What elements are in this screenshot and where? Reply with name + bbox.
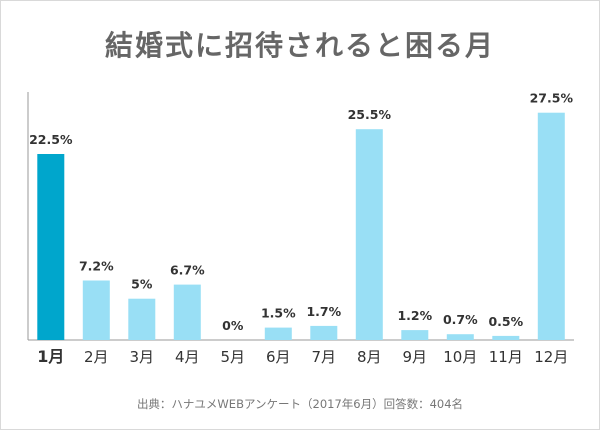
- value-label-8: 25.5%: [348, 107, 392, 122]
- bar-12: [537, 112, 565, 340]
- category-label-12: 12月: [534, 348, 568, 366]
- value-label-1: 22.5%: [29, 132, 73, 147]
- source-note: 出典：ハナユメWEBアンケート（2017年6月）回答数：404名: [136, 397, 464, 411]
- category-label-7: 7月: [312, 348, 337, 366]
- category-label-3: 3月: [130, 348, 155, 366]
- category-label-9: 9月: [403, 348, 428, 366]
- bar-11: [492, 335, 520, 340]
- category-label-1: 1月: [37, 347, 64, 366]
- value-label-4: 6.7%: [170, 263, 205, 278]
- bar-1: [37, 154, 65, 340]
- value-label-12: 27.5%: [530, 91, 574, 106]
- category-label-2: 2月: [84, 348, 109, 366]
- bar-7: [310, 325, 338, 340]
- value-label-2: 7.2%: [79, 259, 114, 274]
- value-label-11: 0.5%: [488, 314, 523, 329]
- bar-3: [128, 298, 156, 340]
- bar-4: [173, 284, 201, 340]
- chart-title: 結婚式に招待されると困る月: [104, 29, 495, 62]
- bar-9: [401, 330, 429, 340]
- value-label-6: 1.5%: [261, 306, 296, 321]
- value-label-10: 0.7%: [443, 312, 478, 327]
- bar-6: [264, 327, 292, 340]
- value-label-3: 5%: [131, 277, 153, 292]
- bar-10: [446, 334, 474, 340]
- category-label-5: 5月: [221, 348, 246, 366]
- bar-2: [82, 280, 110, 340]
- value-label-5: 0%: [222, 318, 244, 333]
- category-label-4: 4月: [175, 348, 200, 366]
- category-label-11: 11月: [489, 348, 523, 366]
- bar-group: 22.5% 1月 7.2% 2月 5% 3月 6.7% 4月 0% 5月 1.5% 6月 1.7% 7月 2…: [29, 91, 573, 366]
- value-label-7: 1.7%: [306, 304, 341, 319]
- value-label-9: 1.2%: [397, 308, 432, 323]
- category-label-6: 6月: [266, 348, 291, 366]
- category-label-10: 10月: [443, 348, 477, 366]
- category-label-8: 8月: [357, 348, 382, 366]
- bar-8: [355, 129, 383, 340]
